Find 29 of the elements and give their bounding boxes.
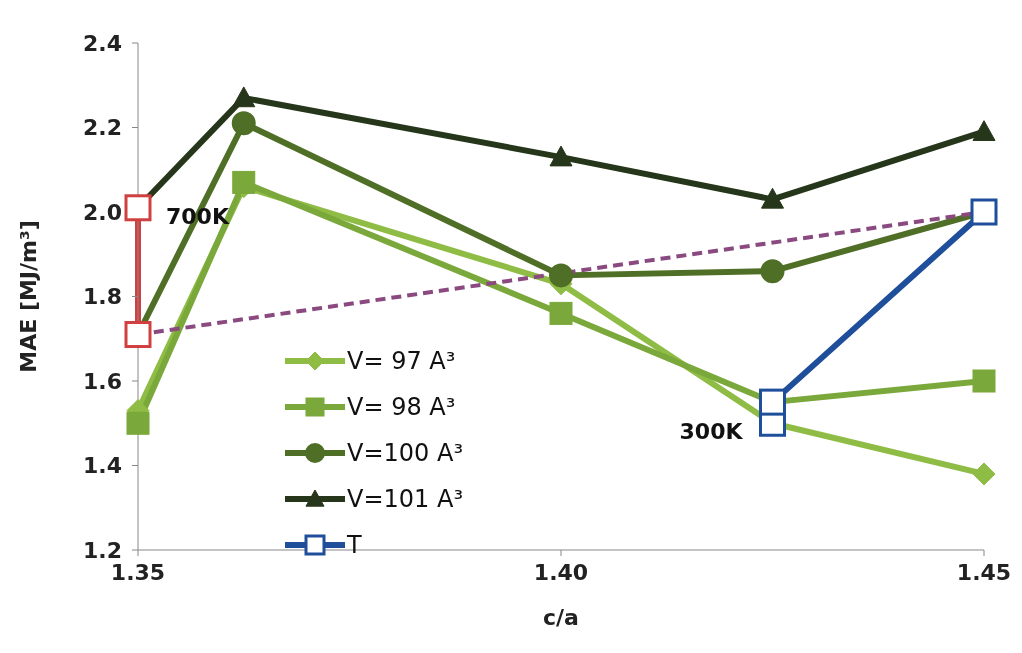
annotation: 300K (679, 419, 744, 445)
point (972, 369, 996, 393)
point (760, 259, 785, 284)
y-tick-label: 2.2 (83, 115, 122, 141)
point (549, 301, 573, 325)
legend-label: V= 97 A³ (347, 347, 456, 375)
point (232, 170, 256, 194)
x-tick-label: 1.45 (956, 559, 1012, 585)
y-tick-label: 2.0 (83, 199, 122, 225)
legend-label: T (347, 531, 362, 559)
legend-label: V=101 A³ (347, 485, 464, 513)
point (126, 411, 150, 435)
y-tick-label: 2.4 (83, 30, 122, 56)
y-tick-label: 1.4 (83, 453, 122, 479)
legend-label: V=100 A³ (347, 439, 464, 467)
point (232, 86, 256, 108)
x-tick-label: 1.40 (533, 559, 589, 585)
point (231, 111, 256, 136)
legend-label: V= 98 A³ (347, 393, 456, 421)
point (972, 120, 996, 142)
point (549, 263, 573, 288)
point (124, 194, 152, 222)
x-axis-title: c/a (543, 605, 579, 630)
point (761, 187, 784, 209)
point (972, 462, 996, 486)
y-tick-label: 1.8 (83, 284, 122, 310)
y-tick-label: 1.6 (83, 368, 122, 394)
y-axis-title: MAE [MJ/m³] (15, 220, 41, 373)
point (549, 145, 573, 167)
